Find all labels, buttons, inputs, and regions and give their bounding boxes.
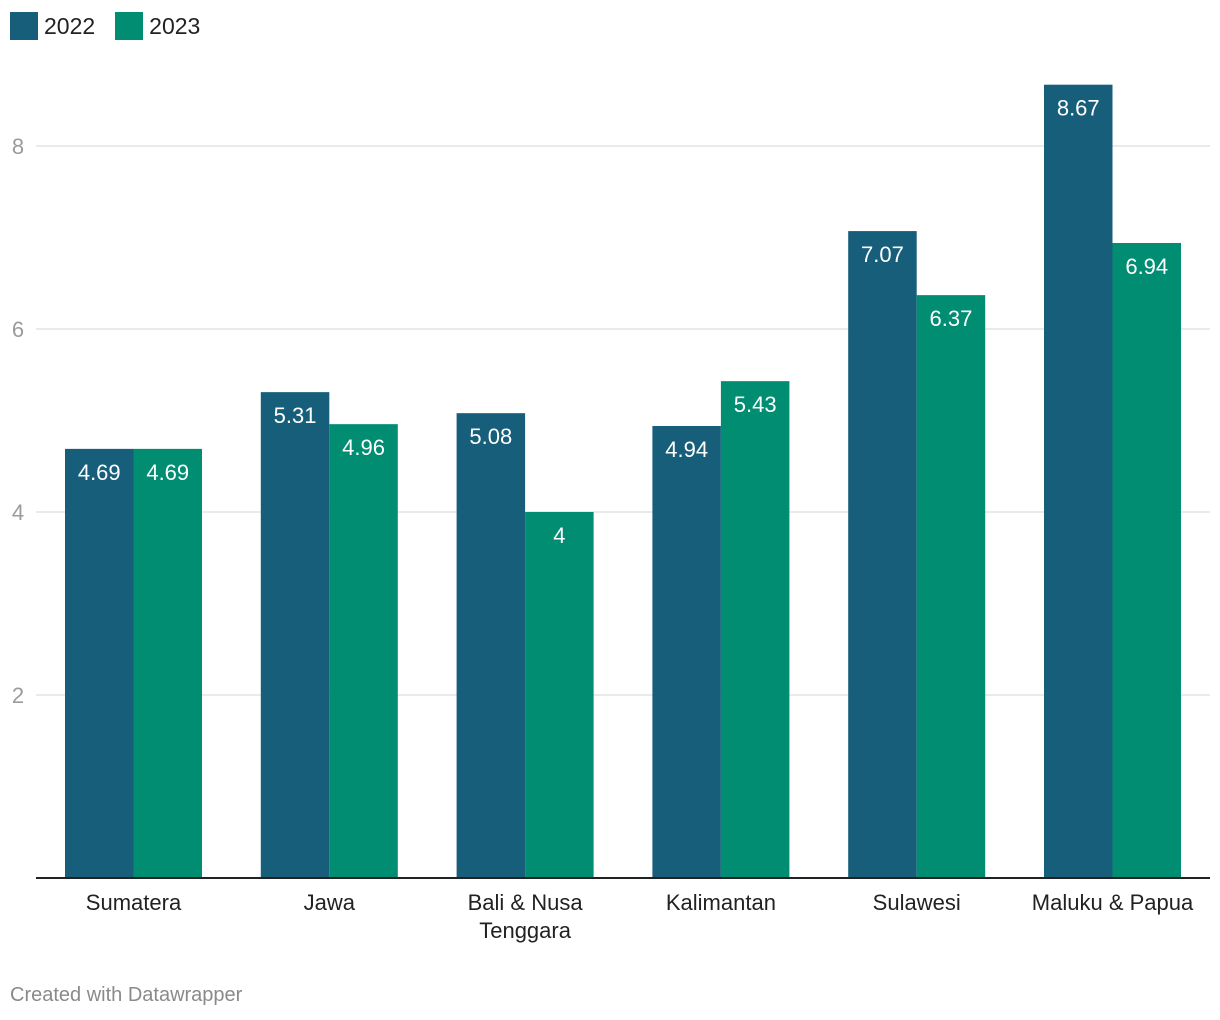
x-tick-label-1: Jawa [304, 890, 356, 915]
x-tick-label-4: Sulawesi [873, 890, 961, 915]
bar-2022-2 [456, 413, 526, 878]
value-label-2023-5: 6.94 [1125, 254, 1168, 279]
value-label-2023-3: 5.43 [734, 392, 777, 417]
value-label-2023-4: 6.37 [930, 306, 973, 331]
legend-label-2023: 2023 [149, 12, 201, 39]
bar-2022-5 [1044, 84, 1113, 878]
x-tick-label-line: Bali & Nusa [468, 890, 584, 915]
value-label-2022-0: 4.69 [78, 460, 121, 485]
x-tick-label-5: Maluku & Papua [1032, 890, 1194, 915]
bar-2023-3 [720, 381, 790, 878]
value-label-2022-5: 8.67 [1057, 96, 1100, 121]
legend-label-2022: 2022 [44, 12, 96, 39]
value-label-2022-4: 7.07 [861, 242, 904, 267]
value-label-2023-2: 4 [553, 523, 565, 548]
bar-2022-3 [652, 425, 721, 878]
x-tick-label-3: Kalimantan [666, 890, 776, 915]
legend-item-2022[interactable]: 2022 [10, 12, 95, 40]
bar-2023-5 [1112, 242, 1181, 879]
legend: 2022 2023 [10, 12, 200, 40]
bar-2022-4 [848, 231, 917, 879]
bar-2023-1 [329, 424, 398, 878]
y-tick-label-6: 6 [12, 317, 24, 342]
y-tick-label-4: 4 [12, 500, 24, 525]
value-label-2022-1: 5.31 [274, 403, 317, 428]
legend-swatch-2022 [10, 12, 38, 40]
bar-2022-1 [260, 392, 330, 878]
value-label-2022-2: 5.08 [469, 424, 512, 449]
x-tick-label-line: Tenggara [479, 918, 572, 943]
value-label-2023-0: 4.69 [146, 460, 189, 485]
bar-2022-0 [65, 448, 134, 878]
x-tick-label-0: Sumatera [86, 890, 182, 915]
value-label-2023-1: 4.96 [342, 435, 385, 460]
x-tick-label-line: Kalimantan [666, 890, 776, 915]
x-tick-label-line: Sumatera [86, 890, 182, 915]
y-tick-label-8: 8 [12, 134, 24, 159]
bar-2023-0 [133, 448, 202, 878]
legend-item-2023[interactable]: 2023 [115, 12, 200, 40]
bar-2023-2 [525, 512, 594, 878]
y-tick-label-2: 2 [12, 683, 24, 708]
x-tick-label-line: Jawa [304, 890, 356, 915]
x-tick-label-line: Maluku & Papua [1032, 890, 1194, 915]
x-tick-label-line: Sulawesi [873, 890, 961, 915]
value-label-2022-3: 4.94 [665, 437, 708, 462]
bar-2023-4 [916, 295, 986, 878]
footer-credit[interactable]: Created with Datawrapper [10, 984, 243, 1006]
legend-swatch-2023 [115, 12, 144, 40]
x-tick-label-2: Bali & Nusa Tenggara [468, 890, 584, 943]
